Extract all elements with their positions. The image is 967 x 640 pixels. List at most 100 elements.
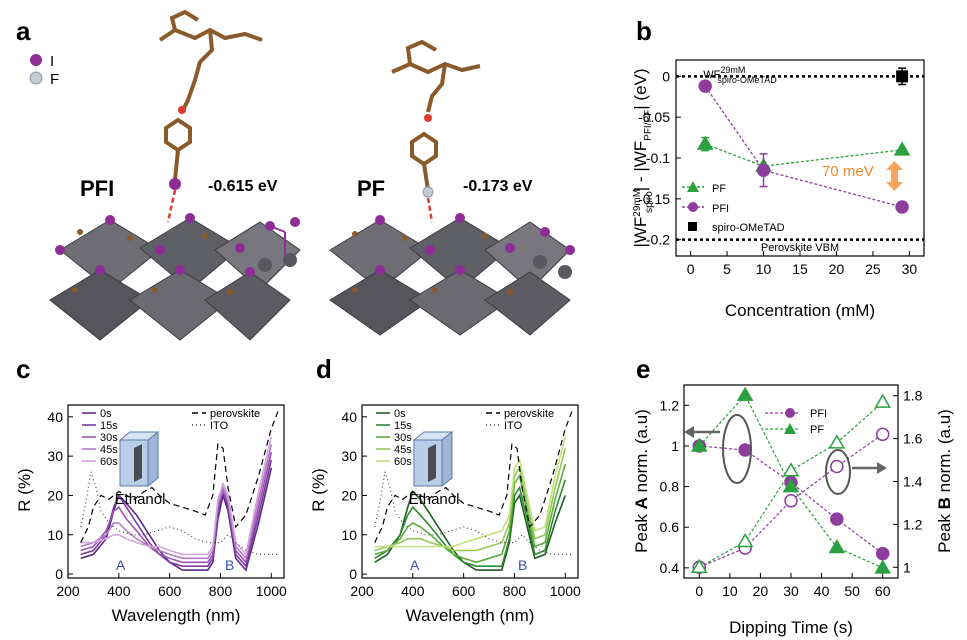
- y-tick-label: -0.05: [638, 109, 670, 125]
- legend-label-fluorine: F: [50, 71, 59, 88]
- region-label-b: B: [225, 557, 234, 573]
- data-point: [782, 462, 800, 477]
- y-axis-label: R (%): [15, 468, 34, 511]
- x-axis-label: Wavelength (nm): [406, 606, 535, 625]
- y-tick-label-right: 1.6: [903, 431, 923, 447]
- data-point: [875, 546, 890, 561]
- x-tick-label: 200: [350, 583, 374, 599]
- legend-marker-spiro: [688, 222, 697, 231]
- reference-lines: [676, 75, 924, 241]
- y-tick-label: 30: [341, 448, 357, 464]
- y-axis-label: R (%): [309, 468, 328, 511]
- x-tick-label: 400: [107, 583, 131, 599]
- y-tick-label: 0: [349, 566, 357, 582]
- y-tick-label: 40: [47, 409, 63, 425]
- atom-legend: I F: [29, 53, 59, 88]
- y-tick-label: 20: [47, 487, 63, 503]
- plot-frame: [67, 404, 285, 579]
- y-tick-label: 0: [55, 566, 63, 582]
- spectrum-line: [80, 408, 280, 543]
- spectrum-line: [374, 448, 567, 552]
- legend-label: 30s: [394, 432, 412, 444]
- x-axis-ticks: 200 400 600 800 1000: [350, 573, 581, 599]
- y-tick-label: 30: [47, 448, 63, 464]
- data-point: [736, 533, 754, 548]
- y-tick-label-left: 0.6: [660, 519, 680, 535]
- y-axis-ticks-left: 0.4 0.6 0.8 1 1.2: [660, 397, 689, 576]
- ethanol-vial-icon: [118, 430, 160, 488]
- data-point: [696, 135, 714, 150]
- inset-label-ethanol: Ethanol: [115, 491, 166, 508]
- ethanol-vial-icon: [412, 430, 454, 488]
- y-tick-label: 0: [662, 68, 670, 84]
- legend-label-pfi: PFI: [810, 408, 827, 420]
- legend-label-pf: PF: [712, 183, 726, 195]
- spectrum-line: [374, 463, 567, 564]
- highlight-ellipse-left: [722, 414, 752, 484]
- y-axis-ticks: 0 10 20 30 40: [341, 409, 367, 582]
- x-axis-ticks: 0 5 10 15 20 25 30: [687, 251, 917, 277]
- y-tick-label: 10: [341, 527, 357, 543]
- x-tick-label: 800: [209, 583, 233, 599]
- x-axis-ticks: 0 10 20 30 40 50 60: [695, 573, 891, 599]
- legend-b: PF PFI spiro-OMeTAD: [682, 181, 785, 234]
- spectrum-line: [80, 436, 273, 557]
- x-tick-label: 10: [722, 583, 738, 599]
- y-tick-label-left: 0.8: [660, 479, 680, 495]
- arrow-left-icon: [684, 426, 720, 438]
- legend-label: 60s: [394, 456, 412, 468]
- legend-label: 30s: [100, 432, 118, 444]
- y-tick-label-left: 1: [671, 438, 679, 454]
- legend-marker-pfi: [785, 408, 795, 418]
- data-point: [875, 427, 890, 442]
- data-point: [893, 141, 911, 156]
- x-axis-label: Concentration (mM): [725, 301, 875, 320]
- legend-label: 15s: [100, 420, 118, 432]
- legend-label: 15s: [394, 420, 412, 432]
- y-tick-label-right: 1.2: [903, 516, 923, 532]
- structure-energy-pfi: -0.615 eV: [208, 178, 278, 195]
- ref-line-label-vbm: Perovskite VBM: [761, 242, 839, 254]
- y-tick-label-right: 1.8: [903, 388, 923, 404]
- panel-label-a: a: [16, 16, 31, 46]
- x-tick-label: 60: [875, 583, 891, 599]
- legend-label: 45s: [394, 444, 412, 456]
- panel-e-chart: 0.4 0.6 0.8 1 1.2 1 1.2 1.4 1.6 1.8 0 10 20 30 40 50 6…: [632, 384, 954, 637]
- pfi-molecule: [158, 9, 263, 223]
- y-axis-label-right: Peak B norm. (a.u): [935, 409, 954, 553]
- fluorine-legend-icon: [29, 71, 43, 85]
- double-arrow-icon: [886, 161, 903, 191]
- inset-label-ethanol: Ethanol: [409, 491, 460, 508]
- series-line: [704, 85, 903, 208]
- x-axis-ticks: 200 400 600 800 1000: [56, 573, 287, 599]
- iodine-legend-icon: [30, 54, 42, 66]
- panel-c-chart: 0 10 20 30 40 200 400 600 800 1000 0s15s30s45s60…: [15, 404, 287, 625]
- panel-d-chart: 0 10 20 30 40 200 400 600 800 1000 0s15s30s45s60…: [309, 404, 581, 625]
- legend-label: 0s: [394, 408, 406, 420]
- legend-label-spiro: spiro-OMeTAD: [712, 222, 785, 234]
- spectra: [374, 408, 574, 571]
- pf-perovskite-slab: [329, 213, 575, 336]
- x-axis-label: Dipping Time (s): [729, 618, 853, 637]
- x-tick-label: 0: [687, 261, 695, 277]
- data-point: [784, 494, 798, 508]
- region-label-a: A: [410, 557, 420, 573]
- y-axis-ticks-right: 1 1.2 1.4 1.6 1.8: [893, 388, 923, 575]
- y-axis-label-left: Peak A norm. (a.u): [632, 409, 651, 553]
- x-tick-label: 10: [756, 261, 772, 277]
- y-axis-ticks: 0 10 20 30 40: [47, 409, 73, 582]
- legend-label-pf: PF: [810, 424, 824, 436]
- x-tick-label: 1000: [550, 583, 581, 599]
- structure-name-pf: PF: [357, 176, 385, 201]
- x-tick-label: 20: [829, 261, 845, 277]
- highlight-ellipse-right: [825, 449, 851, 495]
- y-tick-label: 20: [341, 487, 357, 503]
- y-axis-label: |WF29mMspiro| - |WFPFI/PF| (eV): [631, 68, 655, 247]
- spectrum-line: [80, 471, 279, 555]
- x-tick-label: 600: [158, 583, 182, 599]
- legend-label: perovskite: [210, 408, 260, 420]
- legend-marker-pf: [784, 423, 796, 434]
- region-label-a: A: [116, 557, 126, 573]
